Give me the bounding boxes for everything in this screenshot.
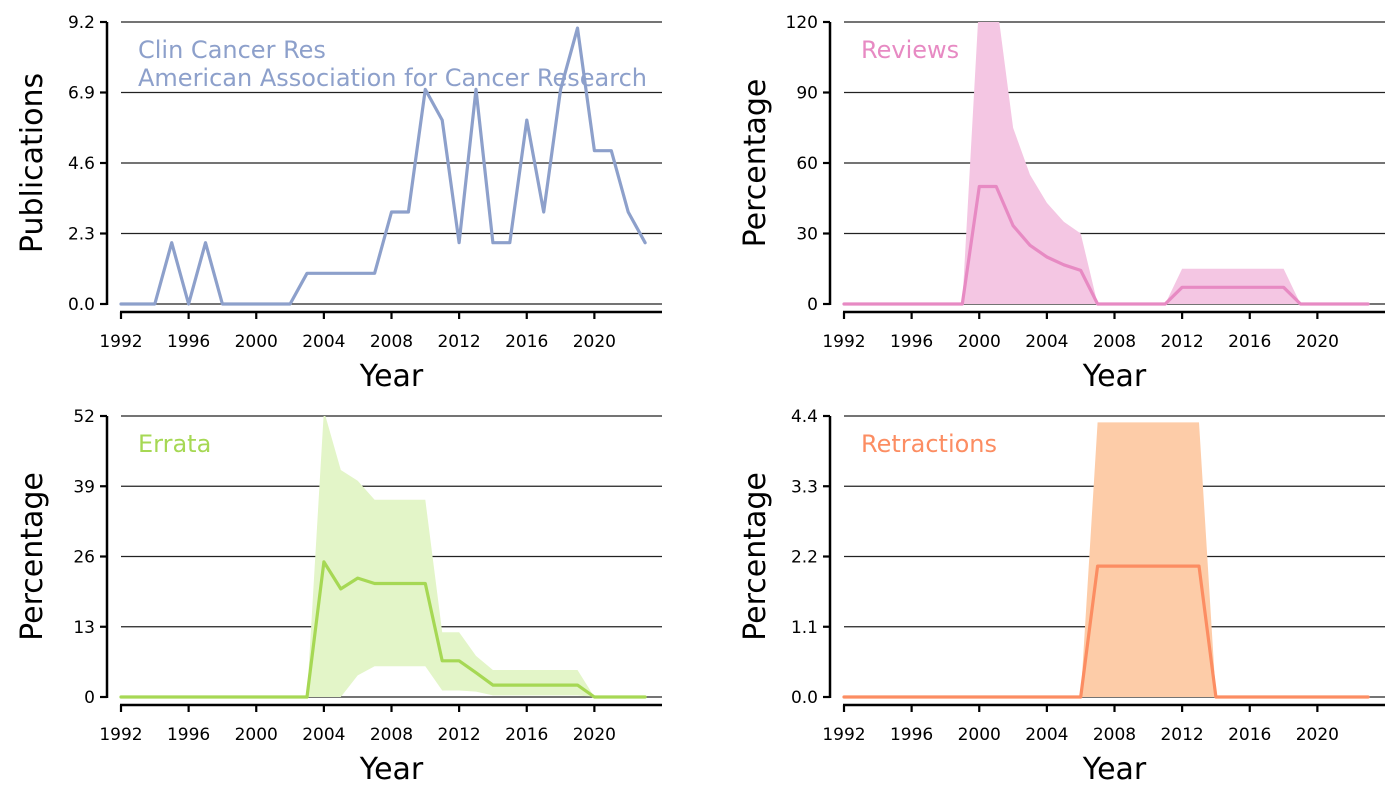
- confidence-band-retractions: [844, 422, 1369, 697]
- y-tick-label-publications-0: 0.0: [68, 295, 95, 315]
- y-tick-label-errata-4: 52: [73, 407, 95, 427]
- y-tick-label-errata-0: 0: [84, 688, 95, 708]
- x-tick-label-errata-6: 2016: [505, 725, 548, 745]
- x-axis-label-errata: Year: [359, 752, 424, 787]
- x-tick-label-reviews-4: 2008: [1093, 332, 1136, 352]
- x-tick-label-retractions-2: 2000: [958, 725, 1001, 745]
- y-axis-label-retractions: Percentage: [738, 472, 773, 641]
- x-tick-label-reviews-2: 2000: [958, 332, 1001, 352]
- y-axis-label-reviews: Percentage: [738, 79, 773, 248]
- x-tick-label-publications-1: 1996: [167, 332, 210, 352]
- y-tick-label-retractions-4: 4.4: [791, 407, 818, 427]
- x-tick-label-errata-4: 2008: [370, 725, 413, 745]
- y-tick-label-errata-3: 39: [73, 477, 95, 497]
- x-tick-label-retractions-7: 2020: [1296, 725, 1339, 745]
- panel-title-publications-1: American Association for Cancer Research: [138, 64, 647, 92]
- panel-retractions: 0.0 1.1 2.2 3.3 4.4 1992 1996 2000 2004 2008 2012 2…: [738, 407, 1385, 787]
- series-line-publications: [119, 26, 647, 306]
- x-tick-label-publications-2: 2000: [235, 332, 278, 352]
- x-tick-label-publications-7: 2020: [573, 332, 616, 352]
- x-tick-label-errata-1: 1996: [167, 725, 210, 745]
- x-tick-label-errata-7: 2020: [573, 725, 616, 745]
- confidence-band-errata: [121, 416, 646, 697]
- confidence-band-reviews: [844, 22, 1369, 304]
- y-tick-label-publications-3: 6.9: [68, 84, 95, 104]
- y-tick-label-retractions-1: 1.1: [791, 618, 818, 638]
- y-tick-label-reviews-3: 90: [796, 84, 818, 104]
- y-axis-label-publications: Publications: [15, 73, 50, 253]
- x-tick-label-errata-0: 1992: [99, 725, 142, 745]
- y-tick-label-publications-4: 9.2: [68, 13, 95, 33]
- x-tick-label-retractions-1: 1996: [890, 725, 933, 745]
- x-tick-label-reviews-6: 2016: [1228, 332, 1271, 352]
- panel-title-retractions-0: Retractions: [861, 430, 997, 458]
- y-tick-label-reviews-1: 30: [796, 225, 818, 245]
- x-tick-label-publications-3: 2004: [302, 332, 345, 352]
- x-tick-label-retractions-6: 2016: [1228, 725, 1271, 745]
- y-tick-label-errata-1: 13: [73, 618, 95, 638]
- x-tick-label-retractions-3: 2004: [1025, 725, 1068, 745]
- x-tick-label-publications-6: 2016: [505, 332, 548, 352]
- panel-title-errata-0: Errata: [138, 430, 211, 458]
- x-tick-label-publications-5: 2012: [437, 332, 480, 352]
- y-tick-label-publications-2: 4.6: [68, 154, 95, 174]
- panel-reviews: 0 30 60 90 120 1992 1996 2000 2004 2008 2012 2016 20…: [738, 13, 1385, 394]
- y-tick-label-retractions-3: 3.3: [791, 477, 818, 497]
- y-axis-label-errata: Percentage: [15, 472, 50, 641]
- x-tick-label-retractions-5: 2012: [1160, 725, 1203, 745]
- x-tick-label-retractions-0: 1992: [822, 725, 865, 745]
- x-tick-label-publications-0: 1992: [99, 332, 142, 352]
- panel-title-publications-0: Clin Cancer Res: [138, 36, 326, 64]
- x-tick-label-reviews-5: 2012: [1160, 332, 1203, 352]
- x-tick-label-publications-4: 2008: [370, 332, 413, 352]
- x-axis-label-reviews: Year: [1082, 359, 1147, 394]
- x-tick-label-errata-3: 2004: [302, 725, 345, 745]
- panel-title-reviews-0: Reviews: [861, 36, 959, 64]
- series-line-retractions: [842, 564, 1370, 699]
- series-line-reviews: [842, 184, 1370, 306]
- x-tick-label-reviews-7: 2020: [1296, 332, 1339, 352]
- x-axis-label-retractions: Year: [1082, 752, 1147, 787]
- x-tick-label-reviews-1: 1996: [890, 332, 933, 352]
- series-line-errata: [119, 560, 647, 699]
- y-tick-label-retractions-0: 0.0: [791, 688, 818, 708]
- x-tick-label-reviews-3: 2004: [1025, 332, 1068, 352]
- y-tick-label-publications-1: 2.3: [68, 225, 95, 245]
- y-tick-label-reviews-4: 120: [786, 13, 818, 33]
- x-tick-label-errata-2: 2000: [235, 725, 278, 745]
- x-tick-label-reviews-0: 1992: [822, 332, 865, 352]
- x-tick-label-retractions-4: 2008: [1093, 725, 1136, 745]
- y-tick-label-retractions-2: 2.2: [791, 548, 818, 568]
- y-tick-label-reviews-0: 0: [807, 295, 818, 315]
- panel-publications: 0.0 2.3 4.6 6.9 9.2 1992 1996 2000 2004 2008 2012 2…: [15, 13, 662, 394]
- y-tick-label-errata-2: 26: [73, 548, 95, 568]
- panel-errata: 0 13 26 39 52 1992 1996 2000 2004 2008 2012 2016 202…: [15, 407, 662, 787]
- x-tick-label-errata-5: 2012: [437, 725, 480, 745]
- y-tick-label-reviews-2: 60: [796, 154, 818, 174]
- x-axis-label-publications: Year: [359, 359, 424, 394]
